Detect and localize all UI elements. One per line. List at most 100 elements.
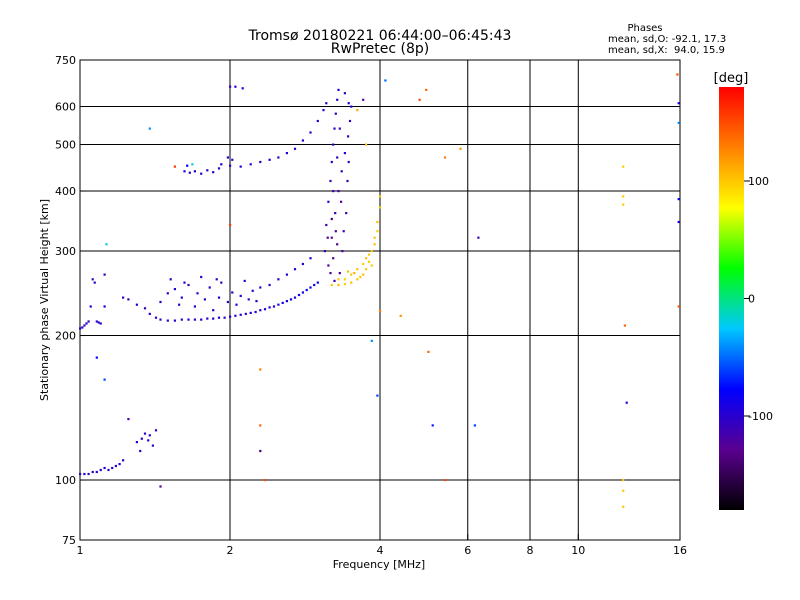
data-point [373,243,376,246]
data-point [323,250,326,253]
data-point [143,432,147,435]
data-point [97,321,100,324]
data-point [338,127,341,130]
data-point [226,300,229,304]
data-point [309,286,312,289]
data-point [337,190,340,193]
data-point [326,236,329,239]
data-point [285,300,288,303]
data-point [166,292,169,295]
data-point [332,257,335,260]
data-point [370,250,373,253]
data-point [268,283,271,287]
data-point [200,172,203,175]
data-point [333,279,336,282]
data-point [151,444,154,447]
x-axis-label: Frequency [MHz] [333,558,425,571]
data-point [187,318,190,321]
data-point [336,243,339,246]
data-point [379,310,382,313]
data-point [95,320,98,323]
data-point [208,286,211,289]
x-tick-label: 2 [227,544,234,557]
data-point [330,160,333,164]
data-point [376,230,379,233]
data-point [350,281,353,284]
data-point [277,278,280,281]
data-point [477,236,480,239]
data-point [340,170,343,173]
data-point [159,300,162,304]
data-point [341,250,344,253]
data-point [676,73,679,76]
data-point [215,278,218,281]
stats-line-x: mean, sd,X: 94.0, 15.9 [608,45,725,56]
data-point [347,270,350,273]
data-point [203,298,206,301]
chart-subtitle: RwPretec (8p) [331,41,429,57]
data-point [342,230,345,233]
data-point [367,253,371,256]
data-point [135,441,138,444]
data-point [623,324,626,327]
data-point [103,305,106,308]
data-point [322,109,325,112]
data-point [99,468,102,472]
data-point [212,317,215,320]
data-point [183,170,186,173]
data-point [431,424,434,427]
data-point [178,303,181,306]
data-point [229,85,232,88]
data-point [231,158,234,161]
data-point [166,319,169,322]
data-point [281,301,284,304]
data-point [249,311,252,314]
data-point [622,165,625,168]
data-point [334,112,337,115]
data-point [473,424,476,427]
y-tick-label: 500 [55,139,76,152]
colorbar-tick-label: -100 [748,410,773,423]
data-point [244,312,247,315]
data-point [677,305,680,308]
x-tick-label: 16 [673,544,687,557]
data-point [332,190,335,193]
data-point [87,472,90,476]
data-point [83,472,86,476]
data-point [196,292,199,295]
data-point [677,220,680,224]
data-point [332,143,335,146]
data-point [259,309,262,312]
data-point [347,160,350,164]
data-point [327,264,330,267]
data-point [234,314,237,317]
data-point [89,305,92,308]
data-point [285,152,288,155]
data-point [325,102,328,105]
data-point [370,264,373,267]
data-point [188,171,191,174]
data-point [330,217,333,221]
x-axis: 1 2 4 6 8 10 16 [77,534,687,557]
data-point [223,316,226,319]
data-point [105,243,108,246]
data-points [79,73,680,508]
data-point [343,152,346,155]
data-point [376,220,379,224]
data-point [336,98,339,101]
y-tick-label: 75 [62,534,76,547]
data-point [362,262,365,266]
y-tick-label: 400 [55,185,76,198]
data-point [301,291,304,294]
data-point [316,281,319,284]
data-point [127,418,130,421]
stats-heading: Phases [627,23,662,34]
data-point [350,273,353,276]
data-point [277,303,280,306]
data-point [234,85,237,88]
data-point [268,158,271,161]
data-point [622,195,625,198]
data-point [343,283,346,286]
data-point [427,350,430,353]
data-point [251,289,254,292]
